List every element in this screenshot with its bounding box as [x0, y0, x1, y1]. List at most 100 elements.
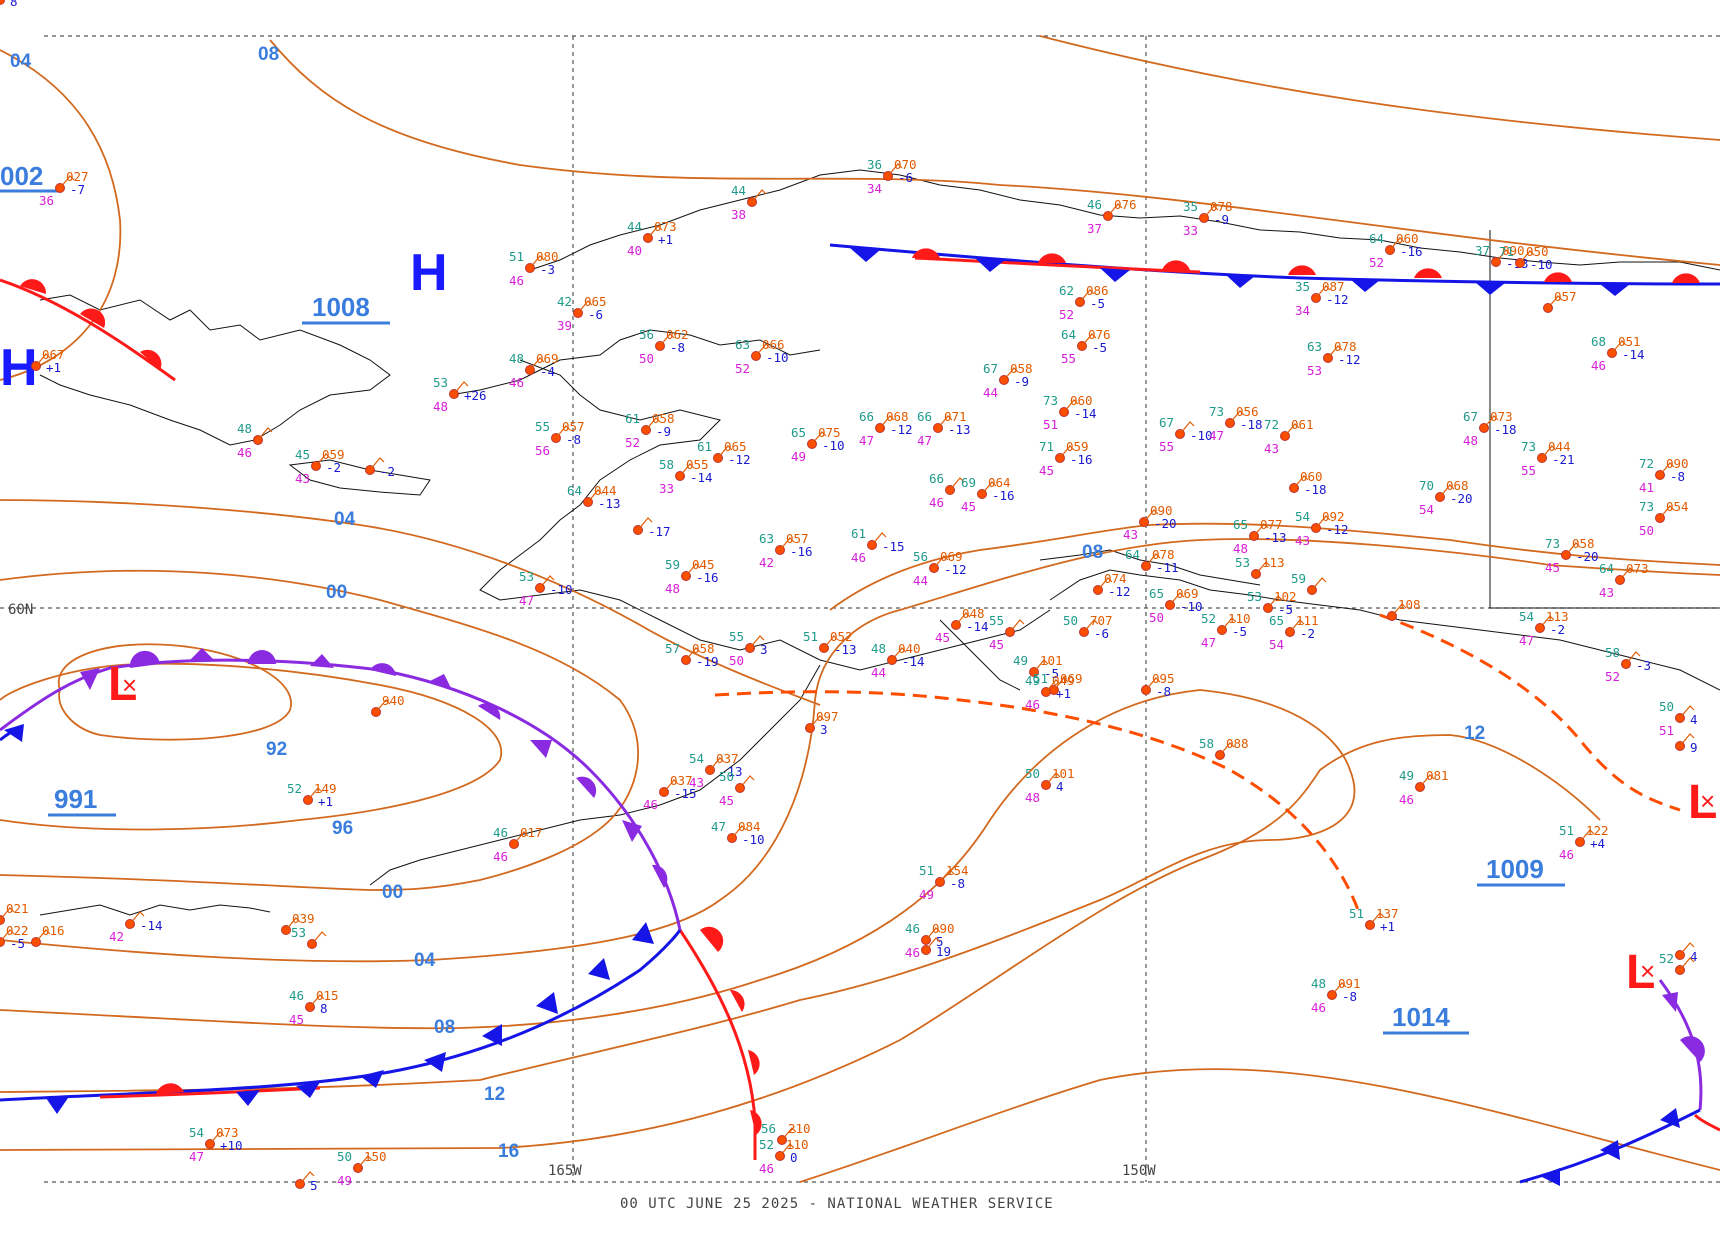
- station-temperature: 66: [929, 471, 944, 486]
- station-dewpoint: 55: [1521, 463, 1536, 478]
- wind-barb: [955, 612, 971, 626]
- station-pressure: 075: [818, 425, 841, 440]
- station-model: 50 101 48 4: [1025, 766, 1075, 805]
- occluded-front: [0, 648, 1705, 1111]
- station-pressure: 070: [894, 157, 917, 172]
- wind-barb: [1203, 205, 1219, 219]
- stationary-front: [829, 243, 1720, 296]
- station-temperature: 48: [1311, 976, 1326, 991]
- warm-front-symbols: [20, 279, 762, 1135]
- station-pressure: 080: [536, 249, 559, 264]
- station-temperature: 52: [287, 781, 302, 796]
- station-pressure-tendency: -8: [1670, 469, 1685, 484]
- station-pressure-tendency: -14: [1074, 406, 1097, 421]
- station-pressure: 059: [1066, 439, 1089, 454]
- station-model: 64 073 43: [1599, 561, 1649, 600]
- wind-barb: [1611, 340, 1627, 354]
- station-pressure: 022: [6, 923, 29, 938]
- station-dewpoint: 52: [1059, 307, 1074, 322]
- station-model: 69 064 45 -16: [961, 475, 1015, 514]
- station-pressure: 057: [786, 531, 809, 546]
- station-model: 45021: [0, 901, 29, 925]
- station-temperature: 55: [535, 419, 550, 434]
- wind-barb: [1565, 542, 1581, 556]
- station-pressure-tendency: 19: [936, 944, 951, 959]
- high-center-value: 1008: [312, 292, 370, 322]
- station-pressure: 067: [42, 347, 65, 362]
- station-model: 8: [0, 0, 18, 9]
- station-dewpoint: 46: [643, 797, 658, 812]
- isobar-label: 04: [414, 950, 436, 971]
- wind-barb: [939, 869, 955, 883]
- wind-barb: [637, 517, 653, 531]
- low-center-x: ×: [1640, 956, 1655, 986]
- station-dewpoint: 34: [1295, 303, 1310, 318]
- station-model: 057: [1543, 289, 1577, 313]
- station-model: 51 137+1: [1349, 906, 1399, 934]
- station-temperature: 51: [1559, 823, 1574, 838]
- station-temperature: 53: [1247, 589, 1262, 604]
- station-pressure-tendency: -5: [1092, 340, 1107, 355]
- station-temperature: 47: [711, 819, 726, 834]
- wind-barb: [685, 563, 701, 577]
- station-model: 59 045 48 -16: [665, 557, 719, 596]
- station-model: 64 060 52 -16: [1369, 231, 1423, 270]
- station-pressure: 078: [1152, 547, 1175, 562]
- station-temperature: 66: [917, 409, 932, 424]
- station-pressure-tendency: -3: [1636, 658, 1651, 673]
- station-model: 54 073 47 +10: [189, 1125, 243, 1164]
- wind-barb: [1083, 619, 1099, 633]
- station-pressure: 113: [1262, 555, 1285, 570]
- station-dewpoint: 52: [735, 361, 750, 376]
- station-model: 67 55 -10: [1159, 415, 1213, 454]
- wind-barb: [0, 907, 15, 921]
- wind-barb: [1625, 651, 1641, 665]
- station-temperature: 48: [509, 351, 524, 366]
- station-dewpoint: 50: [1149, 610, 1164, 625]
- station-pressure: 058: [1010, 361, 1033, 376]
- isobar-label: 12: [484, 1084, 505, 1105]
- wind-barb: [925, 937, 941, 951]
- station-dewpoint: 45: [989, 637, 1004, 652]
- wind-barb: [1327, 345, 1343, 359]
- station-pressure: 066: [762, 337, 785, 352]
- station-model: 53: [291, 925, 327, 949]
- station-pressure: 101: [1052, 766, 1075, 781]
- station-pressure-tendency: -10: [766, 350, 789, 365]
- station-dewpoint: 47: [189, 1149, 204, 1164]
- station-pressure-tendency: -10: [1190, 428, 1213, 443]
- station-pressure: 137: [1376, 906, 1399, 921]
- station-dewpoint: 43: [295, 471, 310, 486]
- station-pressure: 057: [562, 419, 585, 434]
- station-temperature: 52: [759, 1137, 774, 1152]
- isobar-label: 12: [1464, 723, 1485, 744]
- station-dewpoint: 47: [917, 433, 932, 448]
- grid-label-165w: 165W: [548, 1163, 582, 1179]
- station-dewpoint: 33: [659, 481, 674, 496]
- station-pressure-tendency: -10: [1530, 257, 1553, 272]
- station-pressure-tendency: -9: [1014, 374, 1029, 389]
- station-temperature: 64: [1061, 327, 1076, 342]
- station-pressure-tendency: -12: [1326, 522, 1349, 537]
- station-temperature: 59: [665, 557, 680, 572]
- station-pressure-tendency: -10: [550, 582, 573, 597]
- station-model: 49 049 46 +1: [1025, 673, 1075, 712]
- station-temperature: 54: [189, 1125, 204, 1140]
- station-pressure-tendency: -10: [822, 438, 845, 453]
- station-dewpoint: 43: [1264, 441, 1279, 456]
- wind-barb: [1547, 295, 1563, 309]
- station-pressure: 069: [1060, 671, 1083, 686]
- station-model: 57 058-19: [665, 641, 719, 669]
- station-dewpoint: 50: [1639, 523, 1654, 538]
- station-temperature: 50: [1025, 766, 1040, 781]
- wind-barb: [1143, 509, 1159, 523]
- station-temperature: 64: [1369, 231, 1384, 246]
- station-pressure-tendency: -2: [326, 460, 341, 475]
- station-dewpoint: 33: [1183, 223, 1198, 238]
- station-pressure: 062: [666, 327, 689, 342]
- station-model: 48 091 46 -8: [1311, 976, 1361, 1015]
- station-pressure-tendency: 8: [10, 0, 18, 9]
- station-pressure: 078: [1210, 199, 1233, 214]
- station-pressure-tendency: -14: [902, 654, 925, 669]
- station-dewpoint: 46: [509, 273, 524, 288]
